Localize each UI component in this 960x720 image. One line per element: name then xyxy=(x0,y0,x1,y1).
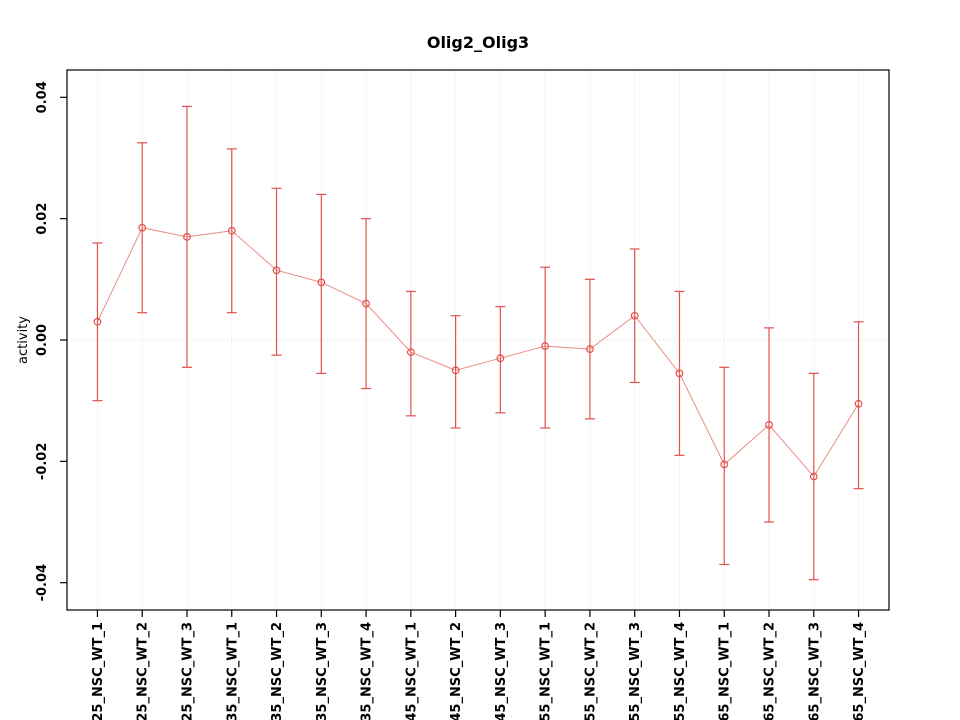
y-tick-label: -0.02 xyxy=(35,443,50,480)
x-tick-label: E125_NSC_WT_1 xyxy=(91,622,106,720)
data-point xyxy=(765,421,773,429)
y-tick-label: -0.04 xyxy=(35,564,50,601)
x-tick-label: E165_NSC_WT_4 xyxy=(852,622,867,720)
x-tick-label: E165_NSC_WT_2 xyxy=(763,622,778,720)
x-tick-label: E145_NSC_WT_1 xyxy=(404,622,419,720)
x-tick-label: E145_NSC_WT_3 xyxy=(494,622,509,720)
data-point xyxy=(227,226,236,235)
y-axis: -0.04 -0.02 0.00 0.02 0.04 xyxy=(35,81,67,601)
x-tick-label: E135_NSC_WT_2 xyxy=(270,622,285,720)
x-tick-label: E135_NSC_WT_4 xyxy=(360,622,375,720)
x-tick-label: E165_NSC_WT_3 xyxy=(807,622,822,720)
data-line xyxy=(96,227,859,478)
grid-lines xyxy=(67,70,889,610)
y-tick-label: 0.04 xyxy=(35,81,50,113)
error-bars xyxy=(92,105,864,581)
data-point xyxy=(630,311,639,320)
data-point xyxy=(451,366,460,375)
data-point xyxy=(183,232,191,241)
x-tick-label: E155_NSC_WT_4 xyxy=(673,622,688,720)
x-tick-label: E125_NSC_WT_2 xyxy=(136,622,151,720)
x-tick-label: E135_NSC_WT_1 xyxy=(225,622,240,720)
data-point xyxy=(317,278,326,287)
data-point xyxy=(675,369,684,378)
x-tick-label: E155_NSC_WT_1 xyxy=(539,622,554,720)
y-axis-label: activity xyxy=(16,316,31,364)
x-tick-label: E145_NSC_WT_2 xyxy=(449,622,464,720)
data-point xyxy=(854,399,863,408)
data-point xyxy=(93,317,102,326)
data-point xyxy=(720,460,729,469)
data-point xyxy=(406,348,415,357)
data-point xyxy=(809,472,818,481)
y-tick-label: 0.00 xyxy=(35,324,50,356)
x-tick-label: E155_NSC_WT_3 xyxy=(628,622,643,720)
data-point xyxy=(138,223,147,232)
data-point xyxy=(496,354,505,363)
x-tick-label: E125_NSC_WT_3 xyxy=(180,622,195,720)
x-tick-label: E155_NSC_WT_2 xyxy=(583,622,598,720)
data-point xyxy=(362,299,370,308)
chart-title: Olig2_Olig3 xyxy=(427,33,529,52)
data-point xyxy=(541,342,550,350)
y-tick-label: 0.02 xyxy=(35,203,50,235)
x-tick-label: E165_NSC_WT_1 xyxy=(718,622,733,720)
x-tick-label: E135_NSC_WT_3 xyxy=(315,622,330,720)
x-axis: E125_NSC_WT_1 E125_NSC_WT_2 E125_NSC_WT_3 E… xyxy=(91,610,867,720)
plot-box xyxy=(66,69,890,611)
data-point xyxy=(586,345,594,354)
data-point xyxy=(272,266,281,275)
data-points xyxy=(93,223,863,481)
